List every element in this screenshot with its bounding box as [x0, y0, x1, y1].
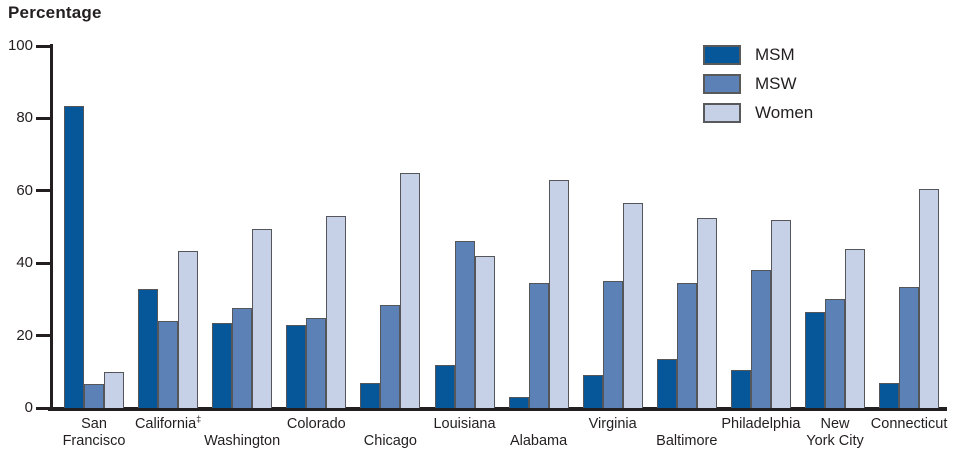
y-axis-tick-label: 0: [24, 399, 33, 416]
bar-msm-louisiana: [434, 364, 455, 408]
bar-msw-san-francisco: [84, 384, 104, 408]
legend-label: MSM: [755, 44, 795, 64]
bar-msw-california: [158, 321, 179, 408]
bar-women-louisiana: [474, 255, 495, 408]
y-axis-tick: [36, 116, 51, 120]
x-axis-line: [48, 407, 947, 411]
bar-women-california: [178, 250, 199, 408]
y-axis-tick: [36, 44, 51, 48]
x-axis-label-alabama: Alabama: [509, 433, 568, 449]
x-axis-label-baltimore: Baltimore: [656, 433, 718, 449]
bar-msm-virginia: [582, 375, 603, 408]
bar-women-new-york-city: [845, 248, 865, 408]
bar-msm-san-francisco: [64, 105, 84, 408]
x-axis-label-new-york-city: New York City: [806, 416, 864, 449]
y-axis-tick-label: 20: [16, 326, 33, 344]
bar-msw-connecticut: [899, 286, 920, 408]
bar-msw-new-york-city: [825, 299, 845, 408]
bar-women-baltimore: [696, 217, 717, 408]
y-axis-tick: [36, 189, 51, 193]
legend-swatch-women: [703, 102, 741, 123]
bar-women-washington: [252, 228, 273, 408]
y-axis-tick-label: 40: [16, 254, 33, 272]
bar-msw-philadelphia: [750, 270, 771, 408]
x-axis-label-philadelphia: Philadelphia: [721, 416, 801, 432]
x-axis-label-washington: Washington: [204, 433, 281, 449]
bar-msm-chicago: [360, 382, 381, 408]
bar-msw-virginia: [602, 281, 623, 408]
bar-msm-alabama: [508, 397, 529, 408]
bar-msw-alabama: [528, 283, 549, 408]
legend: MSM MSW Women: [703, 44, 814, 132]
y-axis-tick: [36, 334, 51, 338]
bar-msm-washington: [212, 322, 233, 408]
bar-msw-baltimore: [676, 283, 697, 408]
y-axis-line: [50, 44, 53, 411]
bar-women-alabama: [548, 179, 569, 408]
bar-msw-colorado: [306, 317, 327, 408]
bar-msw-louisiana: [454, 241, 475, 408]
x-axis-label-california: California‡: [134, 414, 202, 432]
legend-label: MSW: [755, 73, 797, 93]
bar-msm-california: [138, 288, 159, 408]
bar-women-san-francisco: [104, 371, 124, 408]
bar-women-philadelphia: [770, 219, 791, 408]
y-axis-tick-label: 80: [16, 109, 33, 127]
bar-msm-connecticut: [879, 382, 900, 408]
legend-swatch-msm: [703, 44, 741, 65]
bar-msw-washington: [232, 308, 253, 408]
y-axis-tick: [36, 261, 51, 265]
x-axis-label-virginia: Virginia: [588, 416, 637, 432]
bar-msm-philadelphia: [730, 369, 751, 408]
x-axis-label-colorado: Colorado: [286, 416, 346, 432]
legend-item-msw: MSW: [703, 73, 813, 94]
bar-women-colorado: [326, 216, 347, 408]
bar-msw-chicago: [380, 304, 401, 408]
bar-msm-baltimore: [656, 359, 677, 408]
bar-msm-new-york-city: [805, 312, 825, 408]
legend-item-women: Women: [703, 102, 814, 123]
x-axis-label-chicago: Chicago: [363, 433, 417, 449]
chart-title: Percentage: [8, 3, 102, 22]
legend-label: Women: [755, 102, 814, 122]
legend-swatch-msw: [703, 73, 741, 94]
bar-women-virginia: [622, 203, 643, 408]
y-axis-tick: [36, 406, 51, 410]
y-axis-tick-label: 60: [16, 181, 33, 199]
x-axis-label-louisiana: Louisiana: [433, 416, 496, 432]
x-axis-label-connecticut: Connecticut: [870, 416, 948, 432]
bar-women-chicago: [400, 172, 421, 408]
bar-msm-colorado: [286, 324, 307, 408]
bar-women-connecticut: [919, 188, 940, 408]
y-axis-tick-label: 100: [7, 37, 33, 54]
legend-item-msm: MSM: [703, 44, 813, 65]
x-axis-label-san-francisco: San Francisco: [62, 416, 126, 449]
